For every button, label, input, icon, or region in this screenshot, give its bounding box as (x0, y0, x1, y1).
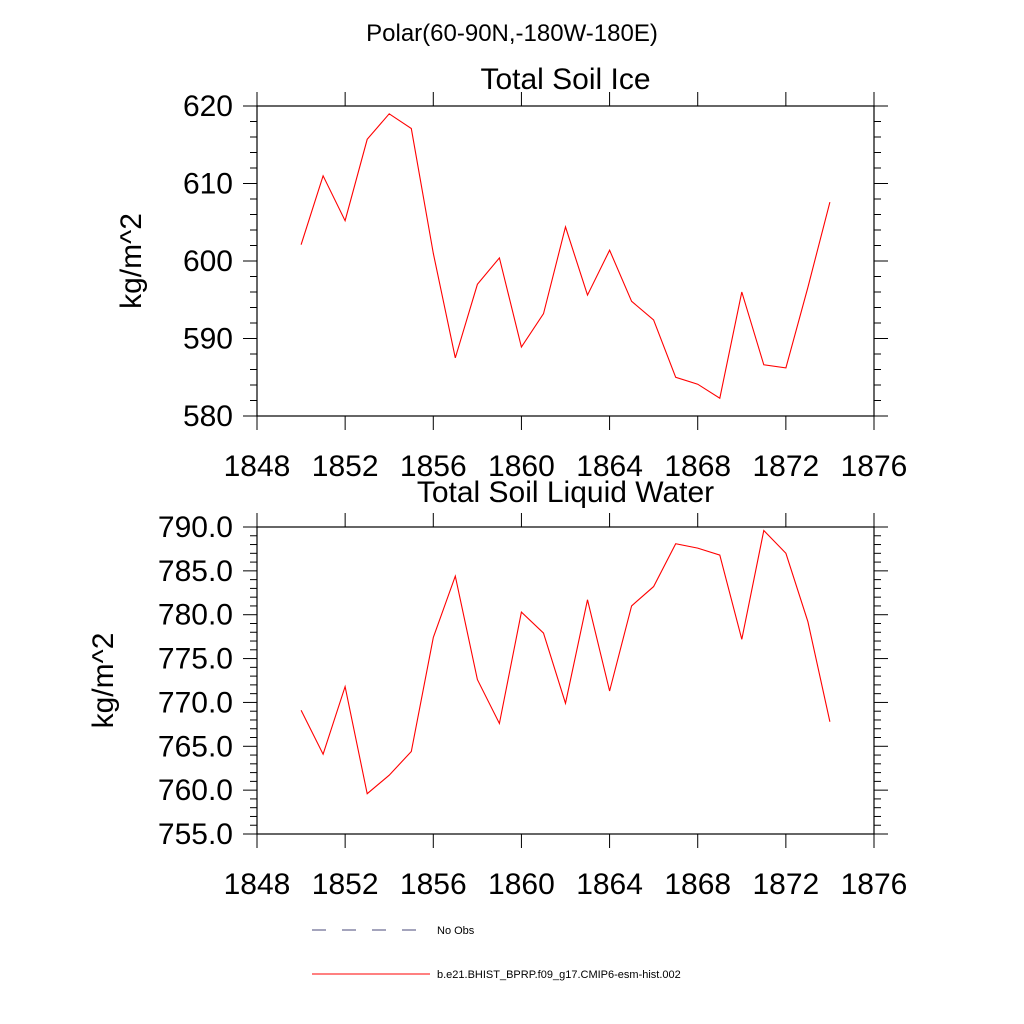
y-tick-label: 610 (183, 168, 233, 201)
x-tick-label: 1852 (312, 450, 379, 483)
y-tick-label: 620 (183, 90, 233, 123)
x-tick-label: 1876 (841, 868, 908, 901)
legend: No Obs b.e21.BHIST_BPRP.f09_g17.CMIP6-es… (312, 925, 681, 981)
y-tick-label: 590 (183, 323, 233, 356)
series-line (300, 113, 831, 400)
chart-total-soil-ice: Total Soil Ice kg/m^2 1848 1852 1856 1860 1864… (115, 63, 907, 483)
x-tick-label: 1864 (576, 450, 643, 483)
y-tick-label: 580 (183, 400, 233, 433)
y-tick-label: 770.0 (158, 686, 233, 719)
chart-title: Total Soil Liquid Water (417, 476, 714, 509)
x-tick-label: 1860 (488, 450, 555, 483)
y-tick-label: 790.0 (158, 511, 233, 544)
x-tick-label: 1872 (752, 868, 819, 901)
series-line (300, 529, 831, 795)
x-tick-label: 1852 (312, 868, 379, 901)
x-tick-label: 1868 (664, 450, 731, 483)
x-tick-label: 1872 (752, 450, 819, 483)
x-tick-label: 1848 (224, 868, 291, 901)
y-tick-label: 785.0 (158, 555, 233, 588)
y-axis-label: kg/m^2 (87, 633, 120, 729)
chart-total-soil-liquid-water: Total Soil Liquid Water kg/m^2 1848 1852 185… (87, 476, 907, 901)
x-tick-label: 1864 (576, 868, 643, 901)
chart-title: Total Soil Ice (480, 63, 650, 96)
y-tick-label: 600 (183, 245, 233, 278)
y-tick-label: 760.0 (158, 774, 233, 807)
plot-frame (256, 105, 875, 417)
legend-label-model: b.e21.BHIST_BPRP.f09_g17.CMIP6-esm-hist.… (437, 969, 681, 981)
y-tick-label: 780.0 (158, 599, 233, 632)
y-tick-label: 765.0 (158, 730, 233, 763)
y-tick-label: 775.0 (158, 643, 233, 676)
x-tick-label: 1876 (841, 450, 908, 483)
y-axis-label: kg/m^2 (115, 213, 148, 309)
x-tick-label: 1860 (488, 868, 555, 901)
x-tick-label: 1856 (400, 868, 467, 901)
x-tick-label: 1848 (224, 450, 291, 483)
legend-label-no-obs: No Obs (437, 925, 475, 937)
plot-frame (256, 526, 875, 835)
figure-title: Polar(60-90N,-180W-180E) (366, 20, 658, 47)
x-tick-label: 1856 (400, 450, 467, 483)
x-tick-label: 1868 (664, 868, 731, 901)
y-tick-label: 755.0 (158, 818, 233, 851)
